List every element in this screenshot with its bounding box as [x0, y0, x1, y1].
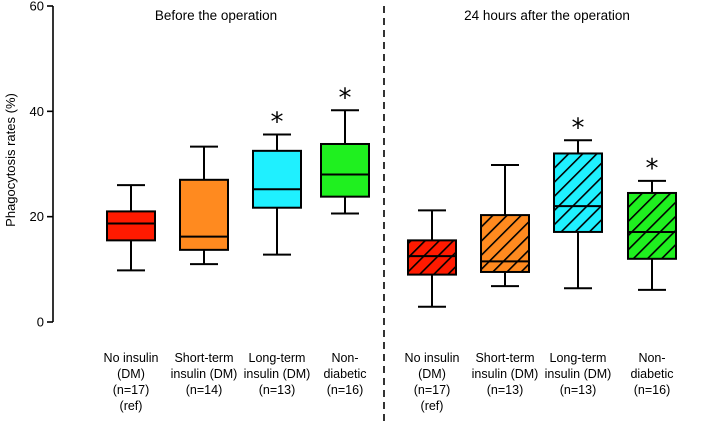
y-tick-label: 20 — [30, 209, 44, 224]
significance-star: * — [339, 83, 352, 113]
box-iqr — [179, 178, 229, 251]
box-iqr — [106, 210, 156, 242]
panel-title: Before the operation — [155, 8, 277, 23]
panel-after: 24 hours after the operation No insulin (D… — [405, 8, 677, 413]
box-group: No insulin (DM) (n=17) (ref) — [405, 209, 460, 413]
category-label-line: (n=17) — [414, 383, 450, 397]
y-tick-label: 40 — [30, 104, 44, 119]
y-axis-label: Phagocytosis rates (%) — [3, 93, 18, 227]
box-group: * Long-term insulin (DM) (n=13) — [244, 108, 311, 397]
category-label-line: insulin (DM) — [545, 367, 612, 381]
box-group: Short-term insulin (DM) (n=14) — [171, 145, 238, 397]
category-label-line: (n=13) — [487, 383, 523, 397]
category-label-line: (n=16) — [327, 383, 363, 397]
category-label-line: Long-term — [550, 351, 607, 365]
category-label-line: (DM) — [418, 367, 446, 381]
box-group: * Long-term insulin (DM) (n=13) — [545, 113, 612, 397]
significance-star: * — [271, 108, 284, 138]
category-label-line: Non- — [638, 351, 665, 365]
category-label-line: (n=13) — [259, 383, 295, 397]
box-group: No insulin (DM) (n=17) (ref) — [104, 184, 159, 413]
y-axis: 0 20 40 60 Phagocytosis rates (%) — [3, 0, 54, 330]
category-label-line: insulin (DM) — [171, 367, 238, 381]
category-label-line: (n=13) — [560, 383, 596, 397]
category-label-line: diabetic — [630, 367, 673, 381]
panels: Before the operation No insulin (DM) (n=17)… — [104, 8, 677, 413]
box-group: * Non-diabetic (n=16) — [320, 83, 370, 397]
box-iqr — [480, 214, 530, 273]
box-iqr — [553, 152, 603, 233]
category-label-line: (n=17) — [113, 383, 149, 397]
significance-star: * — [572, 113, 585, 143]
y-tick-label: 60 — [30, 0, 44, 14]
category-label-line: insulin (DM) — [472, 367, 539, 381]
box-group: * Non-diabetic (n=16) — [627, 154, 677, 397]
category-label-line: (ref) — [421, 399, 444, 413]
category-label-line: No insulin — [104, 351, 159, 365]
category-label-line: Short-term — [174, 351, 233, 365]
category-label-line: (n=14) — [186, 383, 222, 397]
box-group: Short-term insulin (DM) (n=13) — [472, 164, 539, 397]
y-tick-label: 0 — [37, 315, 44, 330]
category-label-line: (n=16) — [634, 383, 670, 397]
box-iqr — [627, 191, 677, 260]
box-iqr — [407, 239, 457, 276]
panel-before: Before the operation No insulin (DM) (n=17)… — [104, 8, 370, 413]
category-label-line: diabetic — [323, 367, 366, 381]
box-iqr — [320, 142, 370, 198]
panel-title: 24 hours after the operation — [464, 8, 630, 23]
category-label-line: Short-term — [475, 351, 534, 365]
category-label-line: (ref) — [120, 399, 143, 413]
category-label-line: insulin (DM) — [244, 367, 311, 381]
box-iqr — [252, 149, 302, 209]
category-label-line: Non- — [331, 351, 358, 365]
category-label-line: (DM) — [117, 367, 145, 381]
category-label-line: Long-term — [249, 351, 306, 365]
category-label-line: No insulin — [405, 351, 460, 365]
significance-star: * — [646, 154, 659, 184]
